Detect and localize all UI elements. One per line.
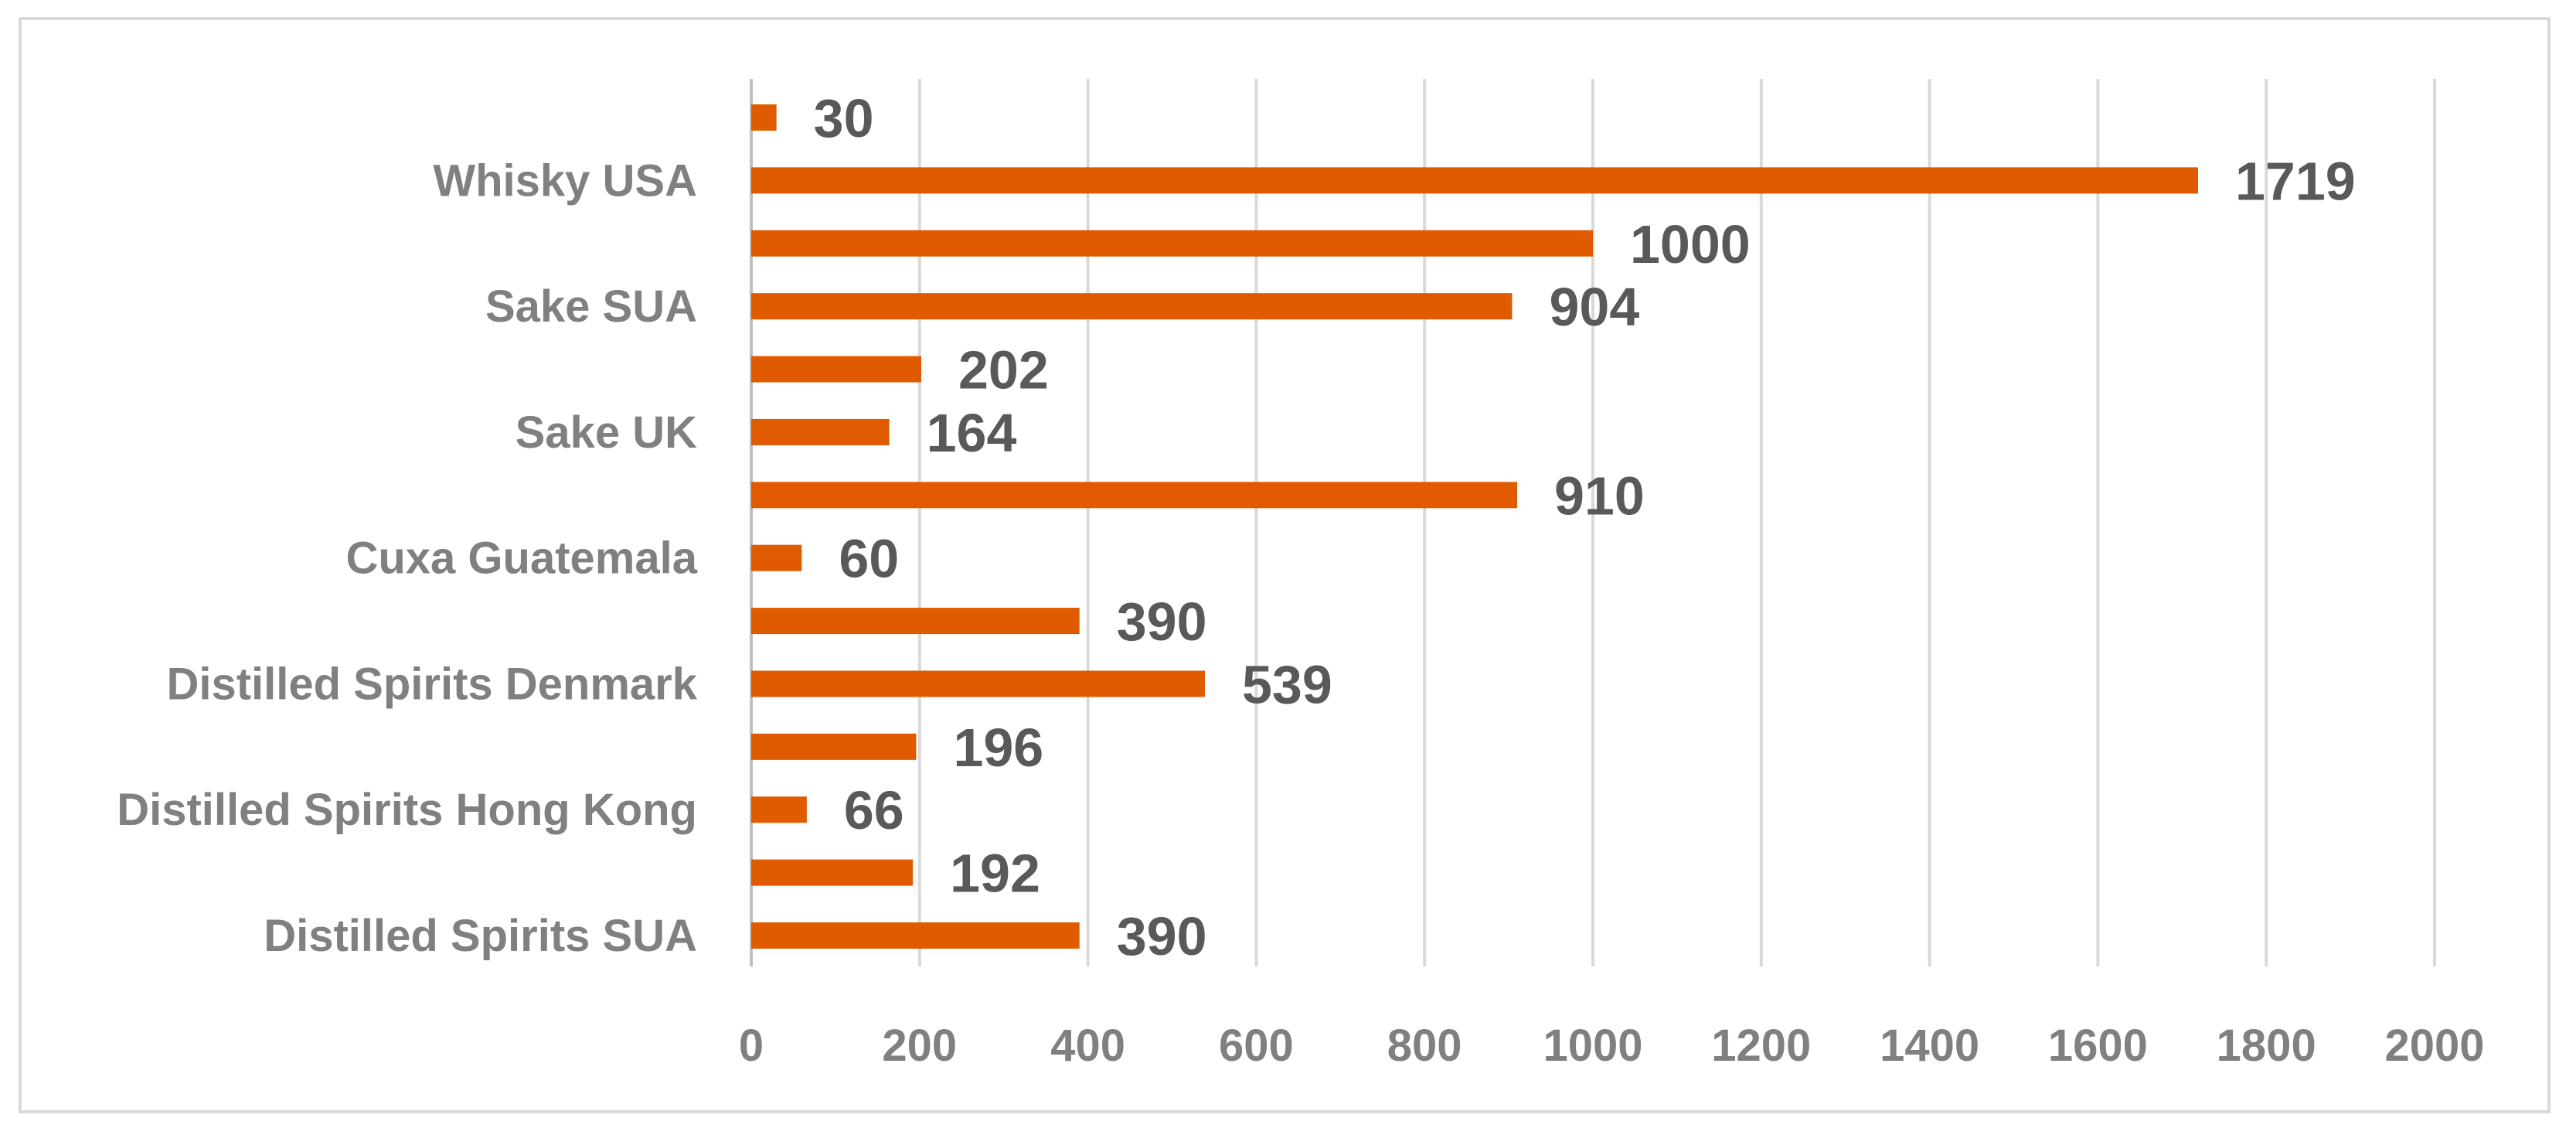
data-label: 202 (958, 340, 1049, 400)
x-tick-label: 600 (1219, 1021, 1294, 1071)
chart-frame (19, 17, 2550, 1113)
bar (751, 418, 890, 445)
category-label: Distilled Spirits Hong Kong (117, 785, 697, 835)
bar (751, 544, 802, 571)
category-label: Sake UK (516, 407, 697, 458)
bar (751, 167, 2198, 194)
category-label: Distilled Spirits SUA (264, 911, 697, 961)
x-tick-label: 0 (739, 1021, 764, 1071)
bar (751, 104, 777, 131)
data-label: 539 (1242, 654, 1332, 714)
category-labels: Distilled Spirits SUA Distilled Spirits H… (117, 155, 698, 961)
x-axis-ticks: 0 200 400 600 800 1000 1200 1400 1600 1800 2000 (739, 1021, 2485, 1071)
x-tick-label: 1200 (1711, 1021, 1811, 1071)
category-label: Whisky USA (433, 155, 697, 206)
x-tick-label: 2000 (2384, 1021, 2484, 1071)
x-tick-label: 1000 (1543, 1021, 1642, 1071)
bar (751, 230, 1593, 257)
bars (751, 104, 2198, 949)
bar (751, 922, 1080, 949)
data-label: 30 (814, 88, 874, 148)
x-tick-label: 200 (882, 1021, 957, 1071)
x-tick-label: 1400 (1880, 1021, 1979, 1071)
category-label: Distilled Spirits Denmark (166, 659, 697, 709)
data-label: 66 (844, 780, 904, 840)
bar (751, 796, 807, 823)
x-tick-label: 1800 (2217, 1021, 2316, 1071)
x-tick-label: 400 (1050, 1021, 1125, 1071)
bar (751, 608, 1080, 635)
bar (751, 293, 1513, 320)
data-label: 1719 (2235, 151, 2356, 211)
data-label: 192 (950, 844, 1040, 904)
data-label: 390 (1117, 591, 1207, 652)
bar (751, 482, 1517, 509)
data-label: 1000 (1630, 214, 1751, 274)
bar (751, 859, 914, 886)
bar (751, 670, 1205, 697)
bar (751, 356, 921, 383)
data-label: 904 (1549, 277, 1639, 337)
data-label: 390 (1117, 906, 1207, 966)
data-label: 910 (1554, 465, 1645, 526)
category-label: Sake SUA (485, 281, 697, 332)
x-tick-label: 1600 (2048, 1021, 2148, 1071)
data-label: 164 (927, 403, 1017, 463)
category-label: Cuxa Guatemala (345, 533, 697, 584)
data-label: 60 (839, 529, 899, 589)
data-label: 196 (953, 717, 1043, 778)
bar (751, 733, 917, 760)
x-tick-label: 800 (1387, 1021, 1462, 1071)
